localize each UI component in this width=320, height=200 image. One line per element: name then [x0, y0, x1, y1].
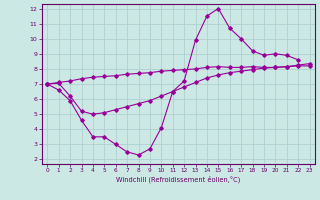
X-axis label: Windchill (Refroidissement éolien,°C): Windchill (Refroidissement éolien,°C) — [116, 176, 241, 183]
